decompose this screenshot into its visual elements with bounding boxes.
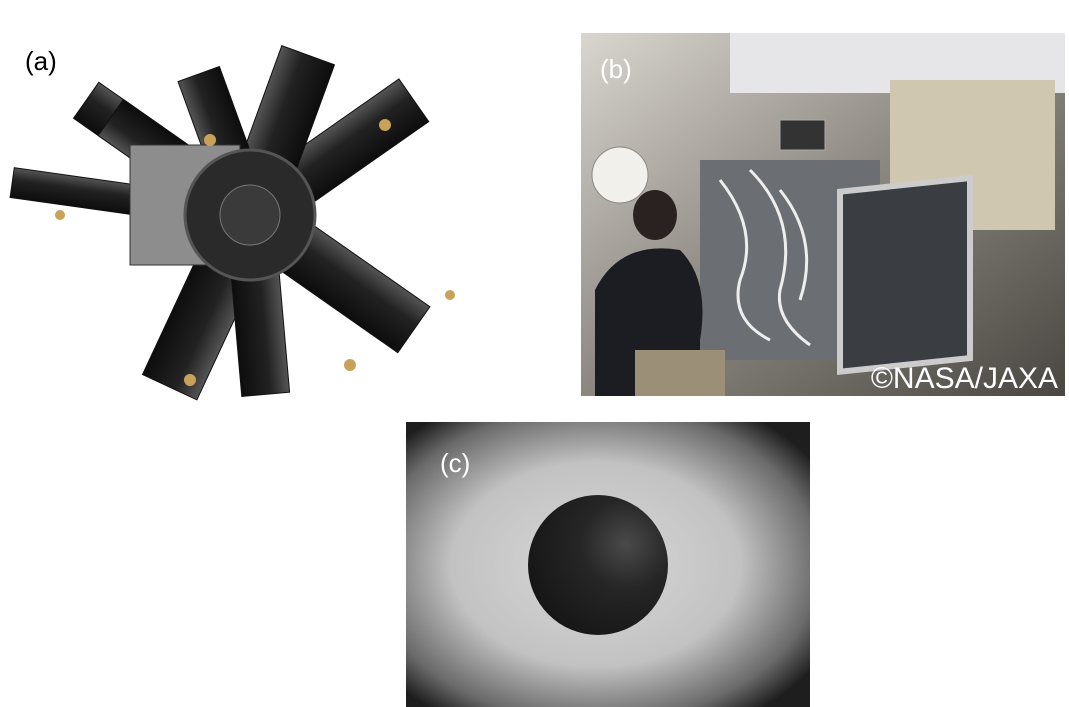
- panel-label: (a): [25, 46, 57, 76]
- photo-credit: ©NASA/JAXA: [871, 362, 1058, 395]
- panel-label: (b): [600, 54, 632, 84]
- panel-c-image: [406, 422, 810, 707]
- panel-label: (c): [440, 448, 470, 478]
- panel-a-image: [9, 45, 455, 401]
- panel-b-image: [581, 33, 1065, 396]
